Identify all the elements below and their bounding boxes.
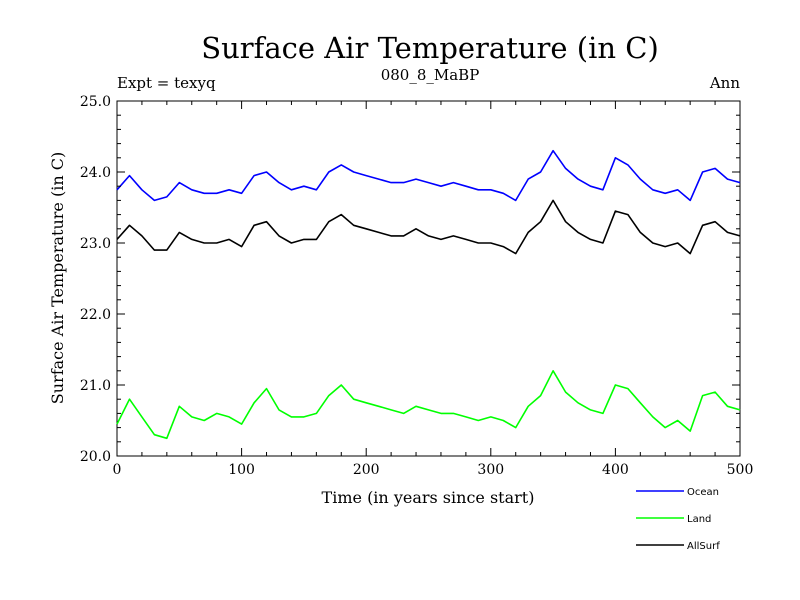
y-tick-label: 22.0 (80, 307, 111, 323)
ticks-layer: 0 100 200 300 400 500 20.0 21.0 22.0 23.0 24.0 25.0 (80, 94, 754, 478)
x-tick-label: 200 (353, 462, 380, 478)
y-tick-label: 25.0 (80, 94, 111, 110)
experiment-label: Expt = texyq (117, 74, 216, 92)
x-tick-label: 100 (228, 462, 255, 478)
x-axis-title: Time (in years since start) (322, 488, 535, 507)
x-tick-label: 500 (727, 462, 754, 478)
series-line-allsurf (116, 199, 741, 255)
series-line-ocean (116, 149, 741, 202)
y-tick-label: 24.0 (80, 165, 111, 181)
legend-label-ocean: Ocean (687, 487, 719, 498)
series-line-land (116, 369, 741, 440)
y-axis-title: Surface Air Temperature (in C) (48, 152, 67, 404)
period-label: 080_8_MaBP (381, 66, 480, 84)
season-label: Ann (709, 74, 740, 92)
legend-label-allsurf: AllSurf (687, 541, 720, 552)
chart-title: Surface Air Temperature (in C) (201, 31, 659, 65)
series-layer (116, 149, 741, 440)
plot-frame (116, 100, 741, 457)
y-tick-label: 21.0 (80, 378, 111, 394)
legend: Ocean Land AllSurf (636, 487, 720, 552)
x-tick-label: 400 (602, 462, 629, 478)
y-tick-label: 23.0 (80, 236, 111, 252)
legend-label-land: Land (687, 514, 711, 525)
x-tick-label: 0 (113, 462, 122, 478)
y-tick-label: 20.0 (80, 449, 111, 465)
x-tick-label: 300 (477, 462, 504, 478)
